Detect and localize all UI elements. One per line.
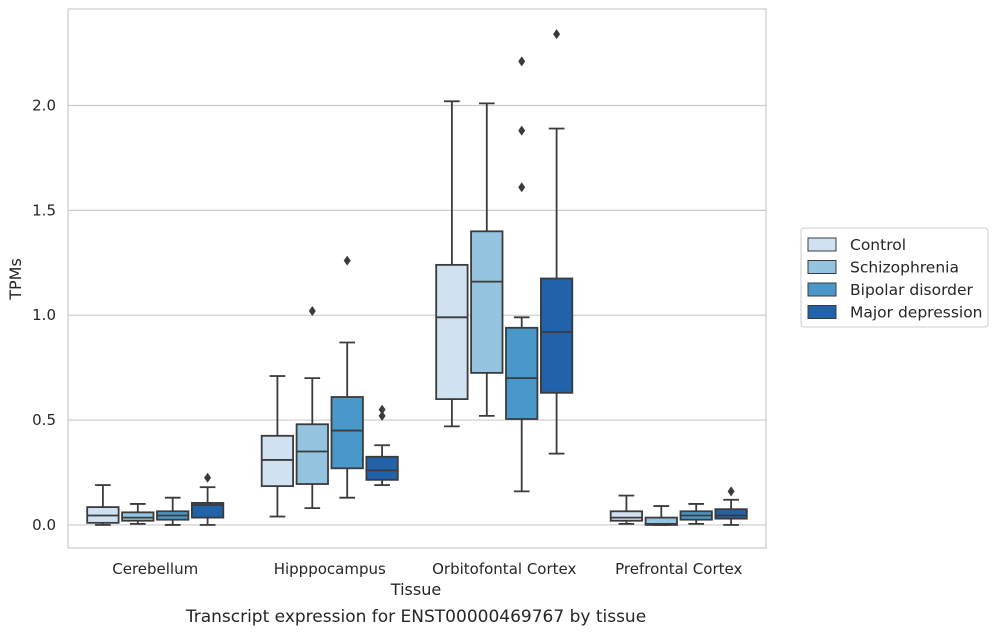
grid-lines — [68, 104, 766, 526]
y-tick-labels: 0.0 0.5 1.0 1.5 2.0 — [32, 96, 56, 533]
box-body — [539, 277, 574, 394]
chart-caption: Transcript expression for ENST0000046976… — [185, 607, 646, 627]
x-tick-labels: Cerebellum Hipppocampus Orbitofontal Corte… — [112, 560, 742, 578]
outlier-marker — [518, 56, 526, 67]
legend-label: Bipolar disorder — [850, 281, 974, 299]
legend: Control Schizophrenia Bipolar disorder Majo… — [800, 227, 989, 328]
y-axis-label: TPMs — [6, 258, 25, 301]
box-0-0 — [86, 484, 120, 526]
outlier-marker — [204, 472, 212, 483]
box-body — [295, 423, 329, 485]
box-3-0 — [609, 494, 644, 525]
legend-swatch — [807, 282, 837, 297]
box-1-0 — [260, 375, 295, 518]
x-axis-label: Tissue — [390, 580, 441, 599]
y-tick-label: 1.5 — [32, 201, 56, 219]
outlier-marker — [518, 182, 526, 193]
y-tick-label: 2.0 — [32, 96, 56, 114]
box-1-1 — [295, 306, 329, 510]
box-body — [330, 396, 364, 470]
box-1-2 — [330, 255, 364, 499]
outlier-marker — [553, 29, 561, 40]
box-1-3 — [365, 404, 399, 486]
x-tick-label: Cerebellum — [112, 560, 198, 578]
outlier-marker — [308, 306, 316, 317]
outlier-marker — [378, 410, 386, 421]
outlier-marker — [727, 486, 735, 497]
legend-frame — [800, 227, 989, 328]
legend-swatch — [807, 305, 837, 319]
box-3-1 — [644, 505, 678, 526]
box-3-2 — [679, 503, 713, 525]
legend-swatch — [807, 237, 837, 252]
box-body — [121, 511, 155, 522]
outlier-marker — [343, 255, 351, 266]
box-0-3 — [190, 472, 225, 526]
y-tick-label: 0.5 — [32, 411, 56, 429]
y-tick-label: 1.0 — [32, 306, 56, 324]
y-tick-label: 0.0 — [32, 516, 56, 534]
box-body — [470, 230, 504, 374]
box-2-3 — [539, 29, 574, 455]
box-body — [644, 516, 678, 526]
box-0-1 — [121, 503, 155, 525]
legend-label: Schizophrenia — [850, 259, 959, 277]
box-body — [260, 434, 295, 488]
x-tick-label: Orbitofontal Cortex — [432, 560, 576, 578]
x-tick-label: Prefrontal Cortex — [615, 560, 742, 578]
box-body — [190, 502, 225, 519]
box-body — [714, 508, 748, 520]
x-tick-label: Hipppocampus — [274, 560, 386, 578]
legend-swatch — [807, 260, 837, 274]
outlier-marker — [518, 125, 526, 136]
box-body — [609, 510, 644, 522]
box-0-2 — [156, 496, 190, 526]
box-body — [435, 263, 469, 400]
boxes — [86, 29, 748, 526]
box-3-3 — [714, 486, 748, 526]
box-body — [505, 326, 539, 420]
outlier-marker — [378, 404, 386, 415]
legend-label: Control — [850, 236, 906, 254]
box-2-2 — [505, 56, 539, 493]
legend-label: Major depression — [850, 304, 983, 322]
plot-frame — [67, 8, 767, 549]
box-2-0 — [435, 100, 469, 428]
box-2-1 — [470, 102, 504, 417]
box-body — [365, 455, 399, 481]
